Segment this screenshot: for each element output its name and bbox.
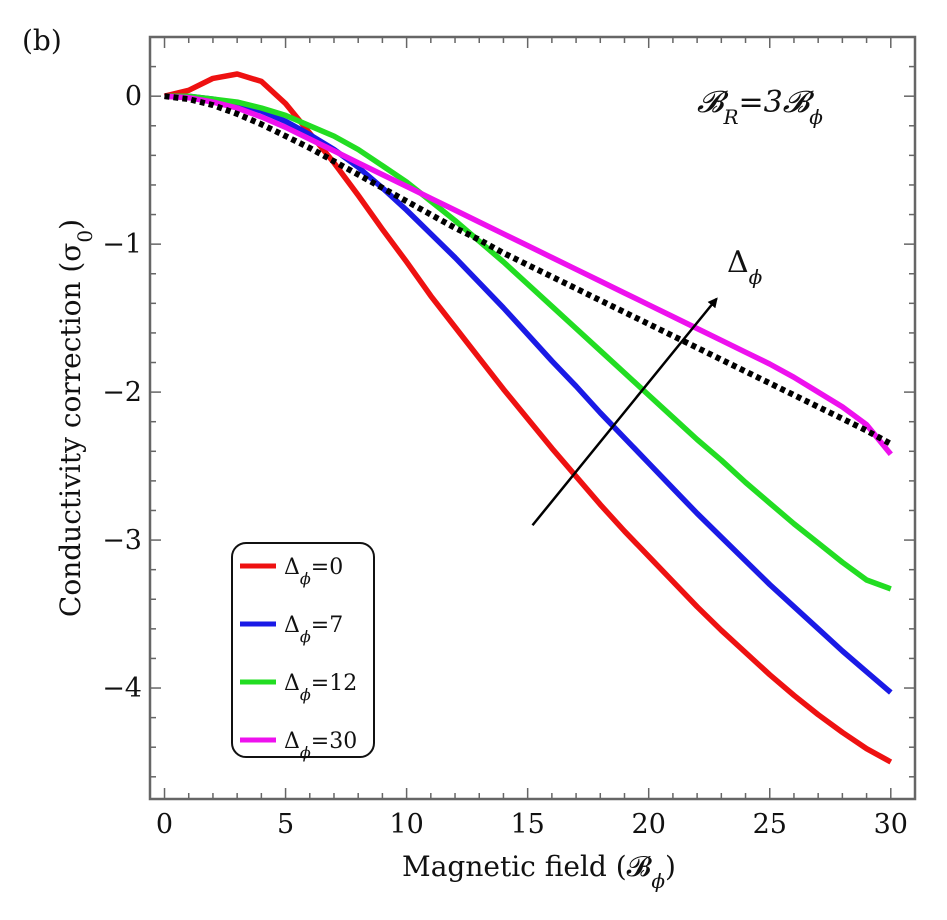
y-tick-labels: 0 −1 −2 −3 −4 [102,81,142,704]
y-tick-label: −2 [102,377,142,408]
axis-ticks [150,36,915,799]
x-tick-label: 15 [510,809,544,840]
series-lines [163,71,893,765]
series-line-0 [163,71,893,765]
x-tick-label: 5 [277,809,294,840]
x-tick-label: 30 [874,809,908,840]
legend-label: Δϕ=0 [284,555,343,588]
y-tick-label: 0 [125,81,142,112]
series-line-dashed-limit [164,93,893,447]
y-tick-label: −4 [102,673,142,704]
annotation-text: 𝓑R=3𝓑ϕ [697,85,823,129]
legend-label: Δϕ=30 [284,729,357,762]
x-tick-label: 0 [156,809,173,840]
x-tick-label: 10 [389,809,423,840]
legend: Δϕ=0 Δϕ=7 Δϕ=12 Δϕ=30 [231,542,375,762]
arrow-label: Δϕ [727,245,763,289]
plot-frame [148,35,917,801]
legend-box [231,542,375,758]
y-axis-title: Conductivity correction (σ0) [54,219,97,617]
x-axis-title: Magnetic field (𝓑ϕ) [402,850,676,893]
legend-label: Δϕ=7 [284,613,343,646]
legend-label: Δϕ=12 [284,671,357,704]
series-line-3 [164,93,893,457]
x-tick-labels: 0 5 10 15 20 25 30 [156,809,908,840]
series-line-2 [164,93,892,592]
delta-arrow [531,297,718,527]
y-tick-label: −3 [102,525,142,556]
x-tick-label: 20 [632,809,666,840]
x-tick-label: 25 [753,809,787,840]
series-line-1 [164,93,893,695]
y-tick-label: −1 [102,229,142,260]
panel-label: (b) [22,24,62,57]
